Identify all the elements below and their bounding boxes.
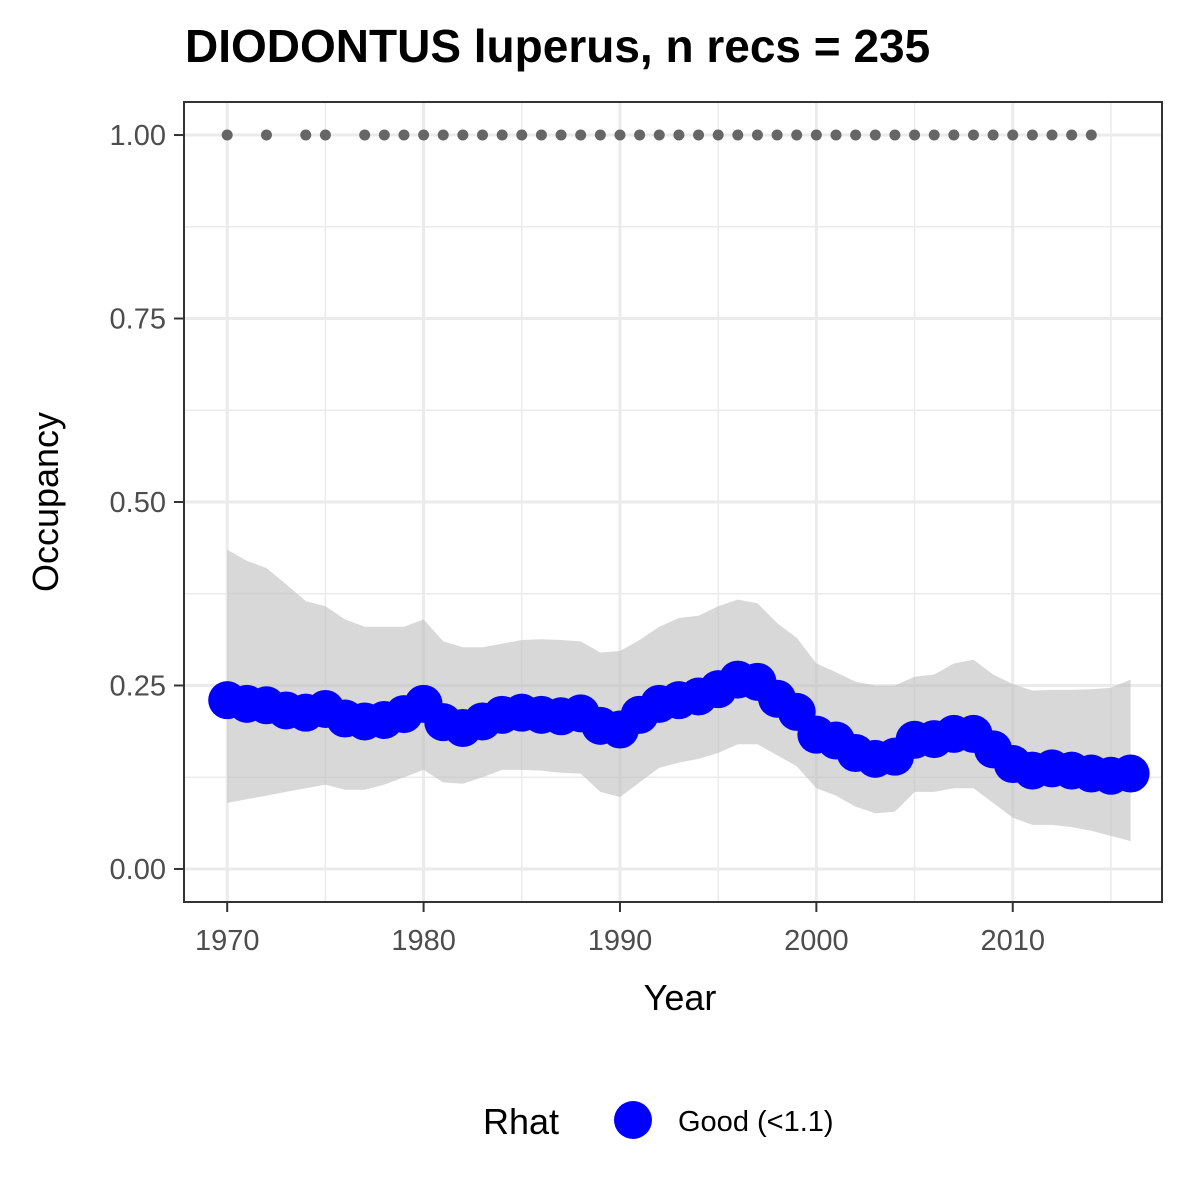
record-year-point <box>535 129 547 141</box>
y-axis-title: Occupancy <box>25 412 66 592</box>
record-year-point <box>555 129 567 141</box>
record-year-point <box>732 129 744 141</box>
record-year-point <box>673 129 685 141</box>
record-year-point <box>319 129 331 141</box>
record-year-point <box>516 129 528 141</box>
record-year-point <box>889 129 901 141</box>
record-year-point <box>948 129 960 141</box>
record-year-point <box>771 129 783 141</box>
record-year-point <box>359 129 371 141</box>
legend: Rhat Good (<1.1) <box>483 1101 834 1142</box>
record-year-point <box>1066 129 1078 141</box>
record-year-point <box>378 129 390 141</box>
record-year-point <box>614 129 626 141</box>
legend-title: Rhat <box>483 1101 559 1142</box>
y-tick-label: 0.75 <box>110 304 166 336</box>
x-tick-label: 2000 <box>784 925 849 957</box>
occupancy-point <box>1111 754 1150 793</box>
record-year-point <box>398 129 410 141</box>
record-year-point <box>850 129 862 141</box>
record-year-point <box>653 129 665 141</box>
record-year-point <box>830 129 842 141</box>
record-year-point <box>457 129 469 141</box>
record-year-point <box>221 129 233 141</box>
record-year-point <box>791 129 803 141</box>
record-year-point <box>496 129 508 141</box>
record-year-point <box>967 129 979 141</box>
y-tick-label: 0.00 <box>110 854 166 886</box>
legend-label-good: Good (<1.1) <box>678 1106 834 1138</box>
record-year-point <box>575 129 587 141</box>
record-year-point <box>909 129 921 141</box>
record-year-point <box>260 129 272 141</box>
record-year-point <box>810 129 822 141</box>
record-year-point <box>869 129 881 141</box>
y-tick-label: 0.25 <box>110 670 166 702</box>
record-year-point <box>1007 129 1019 141</box>
y-tick-label: 1.00 <box>110 120 166 152</box>
record-year-point <box>712 129 724 141</box>
x-tick-label: 1980 <box>391 925 456 957</box>
record-year-point <box>693 129 705 141</box>
record-year-point <box>477 129 489 141</box>
record-year-point <box>594 129 606 141</box>
record-year-point <box>987 129 999 141</box>
record-year-point <box>300 129 312 141</box>
x-tick-label: 2010 <box>980 925 1045 957</box>
record-year-point <box>418 129 430 141</box>
record-year-point <box>1046 129 1058 141</box>
record-year-markers <box>221 129 1097 141</box>
record-year-point <box>1026 129 1038 141</box>
x-tick-label: 1990 <box>588 925 653 957</box>
legend-key-good <box>614 1101 652 1139</box>
y-axis: 0.00 0.25 0.50 0.75 1.00 <box>110 120 184 886</box>
x-tick-label: 1970 <box>195 925 260 957</box>
record-year-point <box>928 129 940 141</box>
x-axis: 1970 1980 1990 2000 2010 <box>195 902 1045 957</box>
occupancy-points-layer <box>208 660 1150 795</box>
record-year-point <box>634 129 646 141</box>
chart-title: DIODONTUS luperus, n recs = 235 <box>185 20 930 72</box>
y-tick-label: 0.50 <box>110 487 166 519</box>
record-year-point <box>437 129 449 141</box>
record-year-point <box>751 129 763 141</box>
record-year-point <box>1085 129 1097 141</box>
x-axis-title: Year <box>644 977 717 1018</box>
